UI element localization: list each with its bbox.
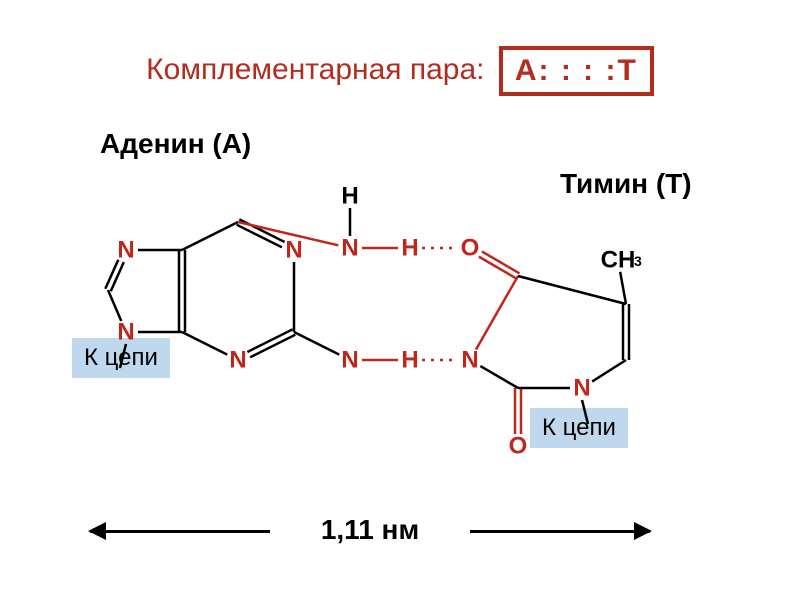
svg-text:N: N [341, 235, 358, 262]
dim-line-right [470, 530, 650, 533]
svg-text:N: N [461, 347, 478, 374]
svg-text:N: N [117, 237, 134, 264]
svg-text:3: 3 [634, 253, 642, 269]
dimension: 1,11 нм [90, 510, 650, 550]
svg-text:N: N [573, 375, 590, 402]
svg-text:N: N [341, 347, 358, 374]
title-pair: А: : : :Т [515, 54, 638, 87]
molecule-structure: NNNNNNHONONCH3HH [70, 160, 690, 480]
adenine-label: Аденин (А) [100, 128, 251, 160]
svg-text:CH: CH [601, 247, 636, 274]
svg-text:N: N [285, 237, 302, 264]
svg-text:O: O [509, 433, 528, 460]
svg-text:H: H [401, 347, 418, 374]
title-pair-box: А: : : :Т [499, 46, 654, 96]
title-prefix: Комплементарная пара: [146, 53, 484, 86]
svg-text:H: H [341, 183, 358, 210]
svg-text:H: H [401, 235, 418, 262]
svg-text:N: N [229, 347, 246, 374]
svg-text:N: N [117, 319, 134, 346]
svg-text:O: O [461, 235, 480, 262]
title: Комплементарная пара: А: : : :Т [0, 46, 800, 96]
arrow-right-icon [634, 522, 652, 540]
